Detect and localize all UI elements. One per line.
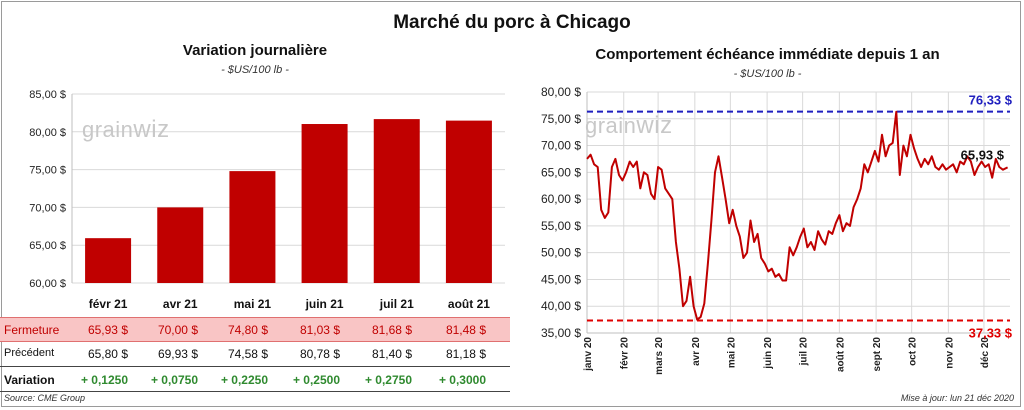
y-tick-label: 70,00 $: [541, 139, 581, 153]
y-tick-label: 60,00 $: [541, 192, 581, 206]
y-tick-label: 85,00 $: [29, 89, 66, 101]
bar: [373, 119, 420, 283]
table-cell: 81,48 $: [445, 323, 486, 337]
right-chart-unit: - $US/100 lb -: [733, 68, 802, 80]
bar: [229, 171, 276, 283]
y-tick-label: 65,00 $: [29, 240, 66, 252]
table-cell: + 0,3000: [438, 373, 486, 387]
grainwiz-logo-left: grainwiz: [82, 116, 170, 144]
table-cell: 74,58 $: [227, 347, 268, 361]
y-tick-label: 70,00 $: [29, 202, 66, 214]
right-chart-title: Comportement échéance immédiate depuis 1…: [595, 46, 940, 63]
bar: [301, 124, 348, 283]
table-divider: [0, 366, 510, 367]
table-cell: + 0,2750: [364, 373, 412, 387]
table-cell: 70,00 $: [157, 323, 198, 337]
table-cell: 80,78 $: [299, 347, 340, 361]
table-cell: + 0,0750: [150, 373, 198, 387]
bar: [157, 207, 204, 283]
x-tick-label: juin 21: [305, 297, 344, 311]
table-cell: 74,80 $: [227, 323, 268, 337]
x-tick-label: déc 20: [980, 337, 991, 369]
row-label: Variation: [4, 373, 55, 387]
row-label: Précédent: [4, 347, 55, 359]
x-tick-label: juil 20: [799, 337, 810, 367]
table-cell: 65,80 $: [87, 347, 128, 361]
row-label: Fermeture: [4, 323, 60, 337]
y-tick-label: 80,00 $: [29, 127, 66, 139]
y-tick-label: 75,00 $: [541, 112, 581, 126]
y-tick-label: 80,00 $: [541, 85, 581, 99]
bar: [445, 120, 492, 283]
line-chart: 35,00 $ 40,00 $ 45,00 $ 50,00 $ 55,00 $ 60,00…: [541, 85, 1013, 375]
table-cell: 81,03 $: [299, 323, 340, 337]
left-chart-unit: - $US/100 lb -: [221, 64, 289, 76]
y-tick-label: 55,00 $: [541, 219, 581, 233]
last-value-label: 65,93 $: [961, 147, 1005, 162]
max-value-label: 76,33 $: [969, 93, 1013, 108]
logo-text-wiz: wiz: [636, 112, 673, 139]
x-tick-label: févr 21: [89, 297, 128, 311]
x-tick-label: mars 20: [654, 337, 665, 375]
page-title: Marché du porc à Chicago: [393, 12, 631, 33]
grainwiz-logo-right: grainwiz: [585, 112, 673, 140]
table-row-fermeture: Fermeture 65,93 $ 70,00 $ 74,80 $ 81,03 …: [0, 317, 510, 342]
x-tick-label: oct 20: [908, 337, 919, 366]
table-cell: 81,18 $: [445, 347, 486, 361]
price-line: [586, 110, 1009, 321]
table-cell: 65,93 $: [87, 323, 128, 337]
y-tick-label: 40,00 $: [541, 299, 581, 313]
table-row-precedent: Précédent 65,80 $ 69,93 $ 74,58 $ 80,78 …: [0, 342, 510, 365]
x-tick-label: sept 20: [872, 337, 883, 372]
source-note: Source: CME Group: [4, 393, 86, 403]
table-cell: + 0,1250: [80, 373, 128, 387]
bar: [85, 238, 132, 283]
min-value-label: 37,33 $: [969, 326, 1013, 341]
update-note: Mise à jour: lun 21 déc 2020: [900, 393, 1014, 403]
logo-text: grain: [82, 117, 134, 142]
x-tick-label: mai 21: [234, 297, 272, 311]
y-tick-label: 60,00 $: [29, 278, 66, 290]
x-tick-label: avr 20: [691, 337, 702, 366]
x-tick-label: juil 21: [379, 297, 414, 311]
table-cell: 81,68 $: [371, 323, 412, 337]
logo-text-wiz: wiz: [133, 116, 170, 143]
x-tick-label: janv 20: [583, 337, 594, 372]
x-tick-label: août 20: [835, 337, 846, 372]
x-tick-label: mai 20: [726, 337, 737, 369]
x-tick-label: avr 21: [163, 297, 198, 311]
table-cell: + 0,2250: [220, 373, 268, 387]
bar-chart: 60,00 $ 65,00 $ 70,00 $ 75,00 $ 80,00 $ 85,00…: [29, 89, 505, 311]
y-tick-label: 50,00 $: [541, 246, 581, 260]
x-tick-label: févr 20: [620, 337, 631, 370]
y-tick-label: 75,00 $: [29, 165, 66, 177]
y-tick-label: 35,00 $: [541, 326, 581, 340]
table-cell: 69,93 $: [157, 347, 198, 361]
table-row-variation: Variation + 0,1250 + 0,0750 + 0,2250 + 0…: [0, 368, 510, 391]
x-tick-label: août 21: [448, 297, 490, 311]
y-tick-label: 45,00 $: [541, 272, 581, 286]
logo-text: grain: [585, 113, 637, 138]
left-chart-title: Variation journalière: [182, 42, 328, 59]
y-tick-label: 65,00 $: [541, 165, 581, 179]
table-cell: 81,40 $: [371, 347, 412, 361]
x-tick-label: juin 20: [763, 337, 774, 370]
x-tick-label: nov 20: [944, 337, 955, 369]
table-cell: + 0,2500: [292, 373, 340, 387]
table-bottom-border: [0, 391, 510, 392]
